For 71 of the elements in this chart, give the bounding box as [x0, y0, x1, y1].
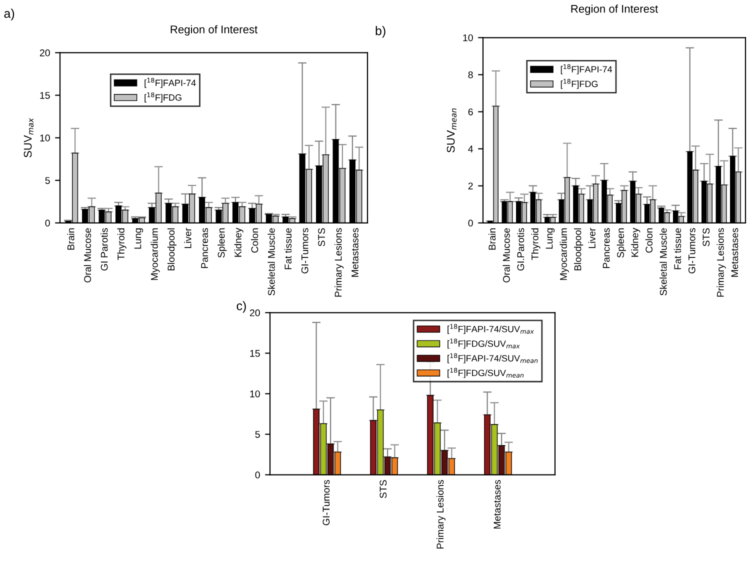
legend-label: [$^{18}$F]FDG/SUV$_{mean}$ [448, 368, 524, 378]
x-tick-label: Pancreas [201, 228, 208, 268]
y-tick-label: 5 [255, 431, 260, 438]
x-tick-label: Skeletal Muscle [660, 228, 667, 296]
x-tick-label: Colon [645, 228, 653, 253]
x-tick-label: Primary Lesions [716, 228, 726, 297]
y-tick-label: 10 [250, 390, 260, 398]
x-tick-label: GI Parotis [100, 228, 108, 271]
legend-label: [$^{18}$F]FDG [144, 92, 182, 102]
x-tick-label: Colon [251, 228, 258, 253]
legend-label: [$^{18}$F]FDG [560, 78, 598, 89]
legend-label: [$^{18}$F]FDG/SUV$_{max}$ [448, 338, 520, 349]
x-tick-label: Metastases [731, 228, 738, 277]
x-tick-label: Brain [67, 228, 74, 250]
legend-label: [$^{18}$F]FAPI-74/SUV$_{max}$ [448, 324, 534, 334]
x-tick-label: Metastases [352, 228, 358, 277]
x-tick-label: Bloodpool [167, 228, 176, 270]
x-tick-label: STS [318, 228, 325, 246]
y-tick-label: 15 [250, 350, 260, 357]
x-tick-label: Liver [184, 228, 192, 248]
x-tick-label: Pancreas [602, 228, 610, 268]
y-tick-label: 20 [250, 309, 260, 316]
y-tick-label: 10 [40, 134, 50, 142]
x-tick-label: GI.Parotis [516, 228, 524, 271]
x-tick-label: Skeletal Muscle [268, 228, 275, 296]
x-tick-label: Oral Mucose [84, 228, 92, 282]
x-tick-label: Thyroid [531, 228, 540, 260]
x-tick-label: STS [380, 480, 387, 498]
text: b) [376, 26, 386, 38]
x-tick-label: Lung [546, 228, 555, 249]
x-tick-label: Spleen [616, 228, 626, 258]
x-tick-label: Myocardium [150, 228, 160, 280]
x-tick-label: Oral Mucose [502, 228, 510, 282]
y-tick-label: 8 [468, 71, 473, 78]
y-tick-label: 6 [468, 108, 473, 116]
x-tick-label: GI-Tumors [301, 228, 308, 274]
y-tick-label: 10 [463, 34, 473, 42]
x-tick-label: Thyroid [117, 228, 126, 260]
y-tick-label: 15 [40, 92, 50, 99]
x-tick-label: Kidney [631, 228, 640, 257]
legend-label: [$^{18}$F]FAPI-74 [144, 78, 196, 88]
y-tick-label: 0 [255, 472, 260, 478]
x-tick-label: Primary Lesions [436, 480, 446, 549]
y-tick-label: 0 [45, 220, 50, 227]
x-tick-label: Liver [588, 228, 596, 248]
legend-label: [$^{18}$F]FAPI-74 [560, 64, 612, 74]
x-tick-label: Spleen [218, 228, 227, 258]
y-tick-label: 0 [468, 220, 473, 227]
x-tick-label: Primary Lesions [334, 228, 344, 297]
chart-title: Region of Interest [170, 25, 258, 36]
y-axis-title: SUV$_{max}$ [24, 118, 34, 158]
x-tick-label: GI-Tumors [688, 228, 696, 274]
x-tick-label: Lung [134, 228, 144, 249]
y-tick-label: 5 [45, 177, 50, 184]
x-tick-label: STS [702, 228, 710, 246]
y-tick-label: 2 [468, 182, 473, 190]
y-axis-title: SUV$_{mean}$ [446, 108, 457, 152]
x-tick-label: Metastases [494, 480, 501, 529]
x-tick-label: Fat tissue [674, 228, 682, 270]
x-tick-label: Bloodpool [574, 228, 584, 270]
text: a) [4, 8, 14, 20]
x-tick-label: GI-Tumors [322, 480, 330, 526]
x-tick-label: Brain [488, 228, 496, 250]
chart-title: Region of Interest [571, 4, 658, 15]
y-tick-label: 20 [40, 49, 50, 56]
text: c) [236, 301, 246, 313]
x-tick-label: Myocardium [560, 228, 569, 280]
legend-label: [$^{18}$F]FAPI-74/SUV$_{mean}$ [448, 353, 538, 364]
x-tick-label: Kidney [234, 228, 244, 257]
x-tick-label: Fat tissue [284, 228, 292, 270]
y-tick-label: 4 [468, 146, 473, 152]
